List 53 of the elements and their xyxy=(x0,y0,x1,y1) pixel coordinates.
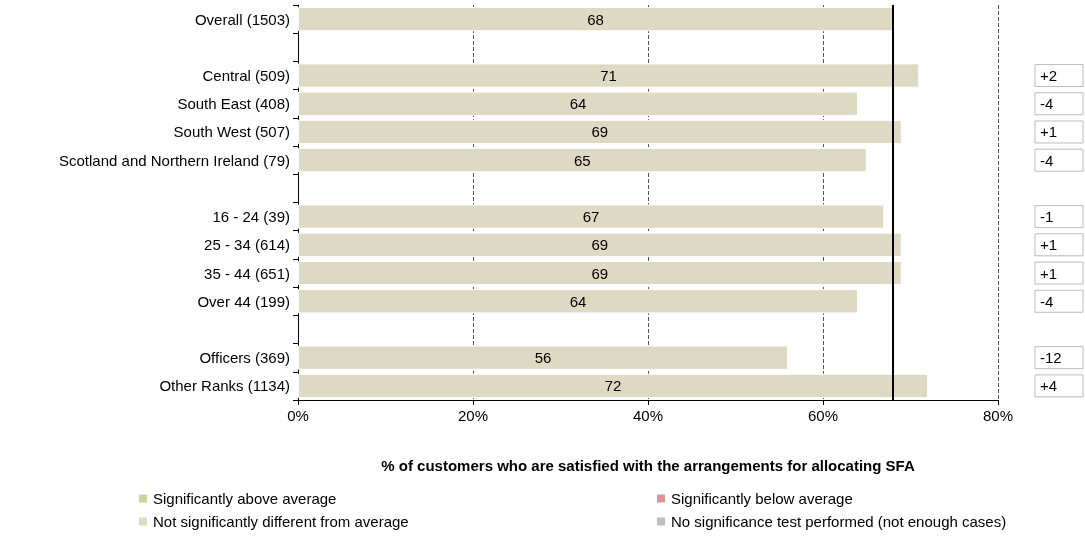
y-tick-label: Central (509) xyxy=(202,67,290,85)
bar xyxy=(298,289,858,314)
text: -4 xyxy=(1040,292,1054,310)
bar xyxy=(298,63,920,88)
y-tick-label: South West (507) xyxy=(173,123,290,141)
text: +1 xyxy=(1040,264,1058,282)
data-label: 69 xyxy=(591,123,609,141)
x-tick-label: 0% xyxy=(287,407,309,424)
bar xyxy=(298,232,902,257)
y-tick-label: 35 - 44 (651) xyxy=(204,264,290,282)
legend-label: No significance test performed (not enough cases) xyxy=(671,513,1007,530)
text: +1 xyxy=(1040,236,1058,254)
data-label: 68 xyxy=(587,10,604,28)
bar xyxy=(298,204,885,229)
data-label: 64 xyxy=(569,95,587,113)
x-tick-label: 20% xyxy=(457,407,489,424)
data-label: 69 xyxy=(591,264,609,282)
data-label: 71 xyxy=(600,67,617,85)
legend-label: Significantly below average xyxy=(671,490,853,507)
bar xyxy=(298,260,902,286)
text: +4 xyxy=(1040,377,1058,395)
y-tick-label: 16 - 24 (39) xyxy=(212,208,290,226)
y-tick-label: 25 - 34 (614) xyxy=(204,236,290,254)
data-label: 65 xyxy=(574,151,591,169)
text: -1 xyxy=(1040,208,1054,226)
bar xyxy=(298,119,902,145)
x-tick-label: 40% xyxy=(632,407,664,424)
bar xyxy=(298,373,928,399)
x-tick-label: 80% xyxy=(982,407,1014,424)
text: -12 xyxy=(1040,349,1062,367)
data-label: 56 xyxy=(534,349,552,367)
bar xyxy=(298,345,788,370)
bar xyxy=(298,91,858,116)
text: -4 xyxy=(1040,151,1054,169)
y-tick-label: South East (408) xyxy=(177,95,290,113)
text: +2 xyxy=(1040,67,1058,85)
bar xyxy=(298,6,893,32)
data-label: 72 xyxy=(604,377,622,395)
data-label: 64 xyxy=(569,292,587,310)
text: +1 xyxy=(1040,123,1058,141)
bar xyxy=(298,148,867,173)
x-tick-label: 60% xyxy=(807,407,839,424)
data-label: 69 xyxy=(591,236,609,254)
y-tick-label: Other Ranks (1134) xyxy=(159,377,290,395)
x-axis-title: % of customers who are satisfied with the arrangements for allocating SFA xyxy=(381,457,915,474)
data-label: 67 xyxy=(582,208,600,226)
text: -4 xyxy=(1040,95,1054,113)
y-tick-label: Scotland and Northern Ireland (79) xyxy=(59,151,290,169)
y-tick-label: Overall (1503) xyxy=(194,10,290,28)
y-tick-label: Officers (369) xyxy=(199,349,290,367)
y-tick-label: Over 44 (199) xyxy=(197,292,290,310)
legend-label: Not significantly different from average xyxy=(153,513,409,530)
legend-label: Significantly above average xyxy=(153,490,337,507)
